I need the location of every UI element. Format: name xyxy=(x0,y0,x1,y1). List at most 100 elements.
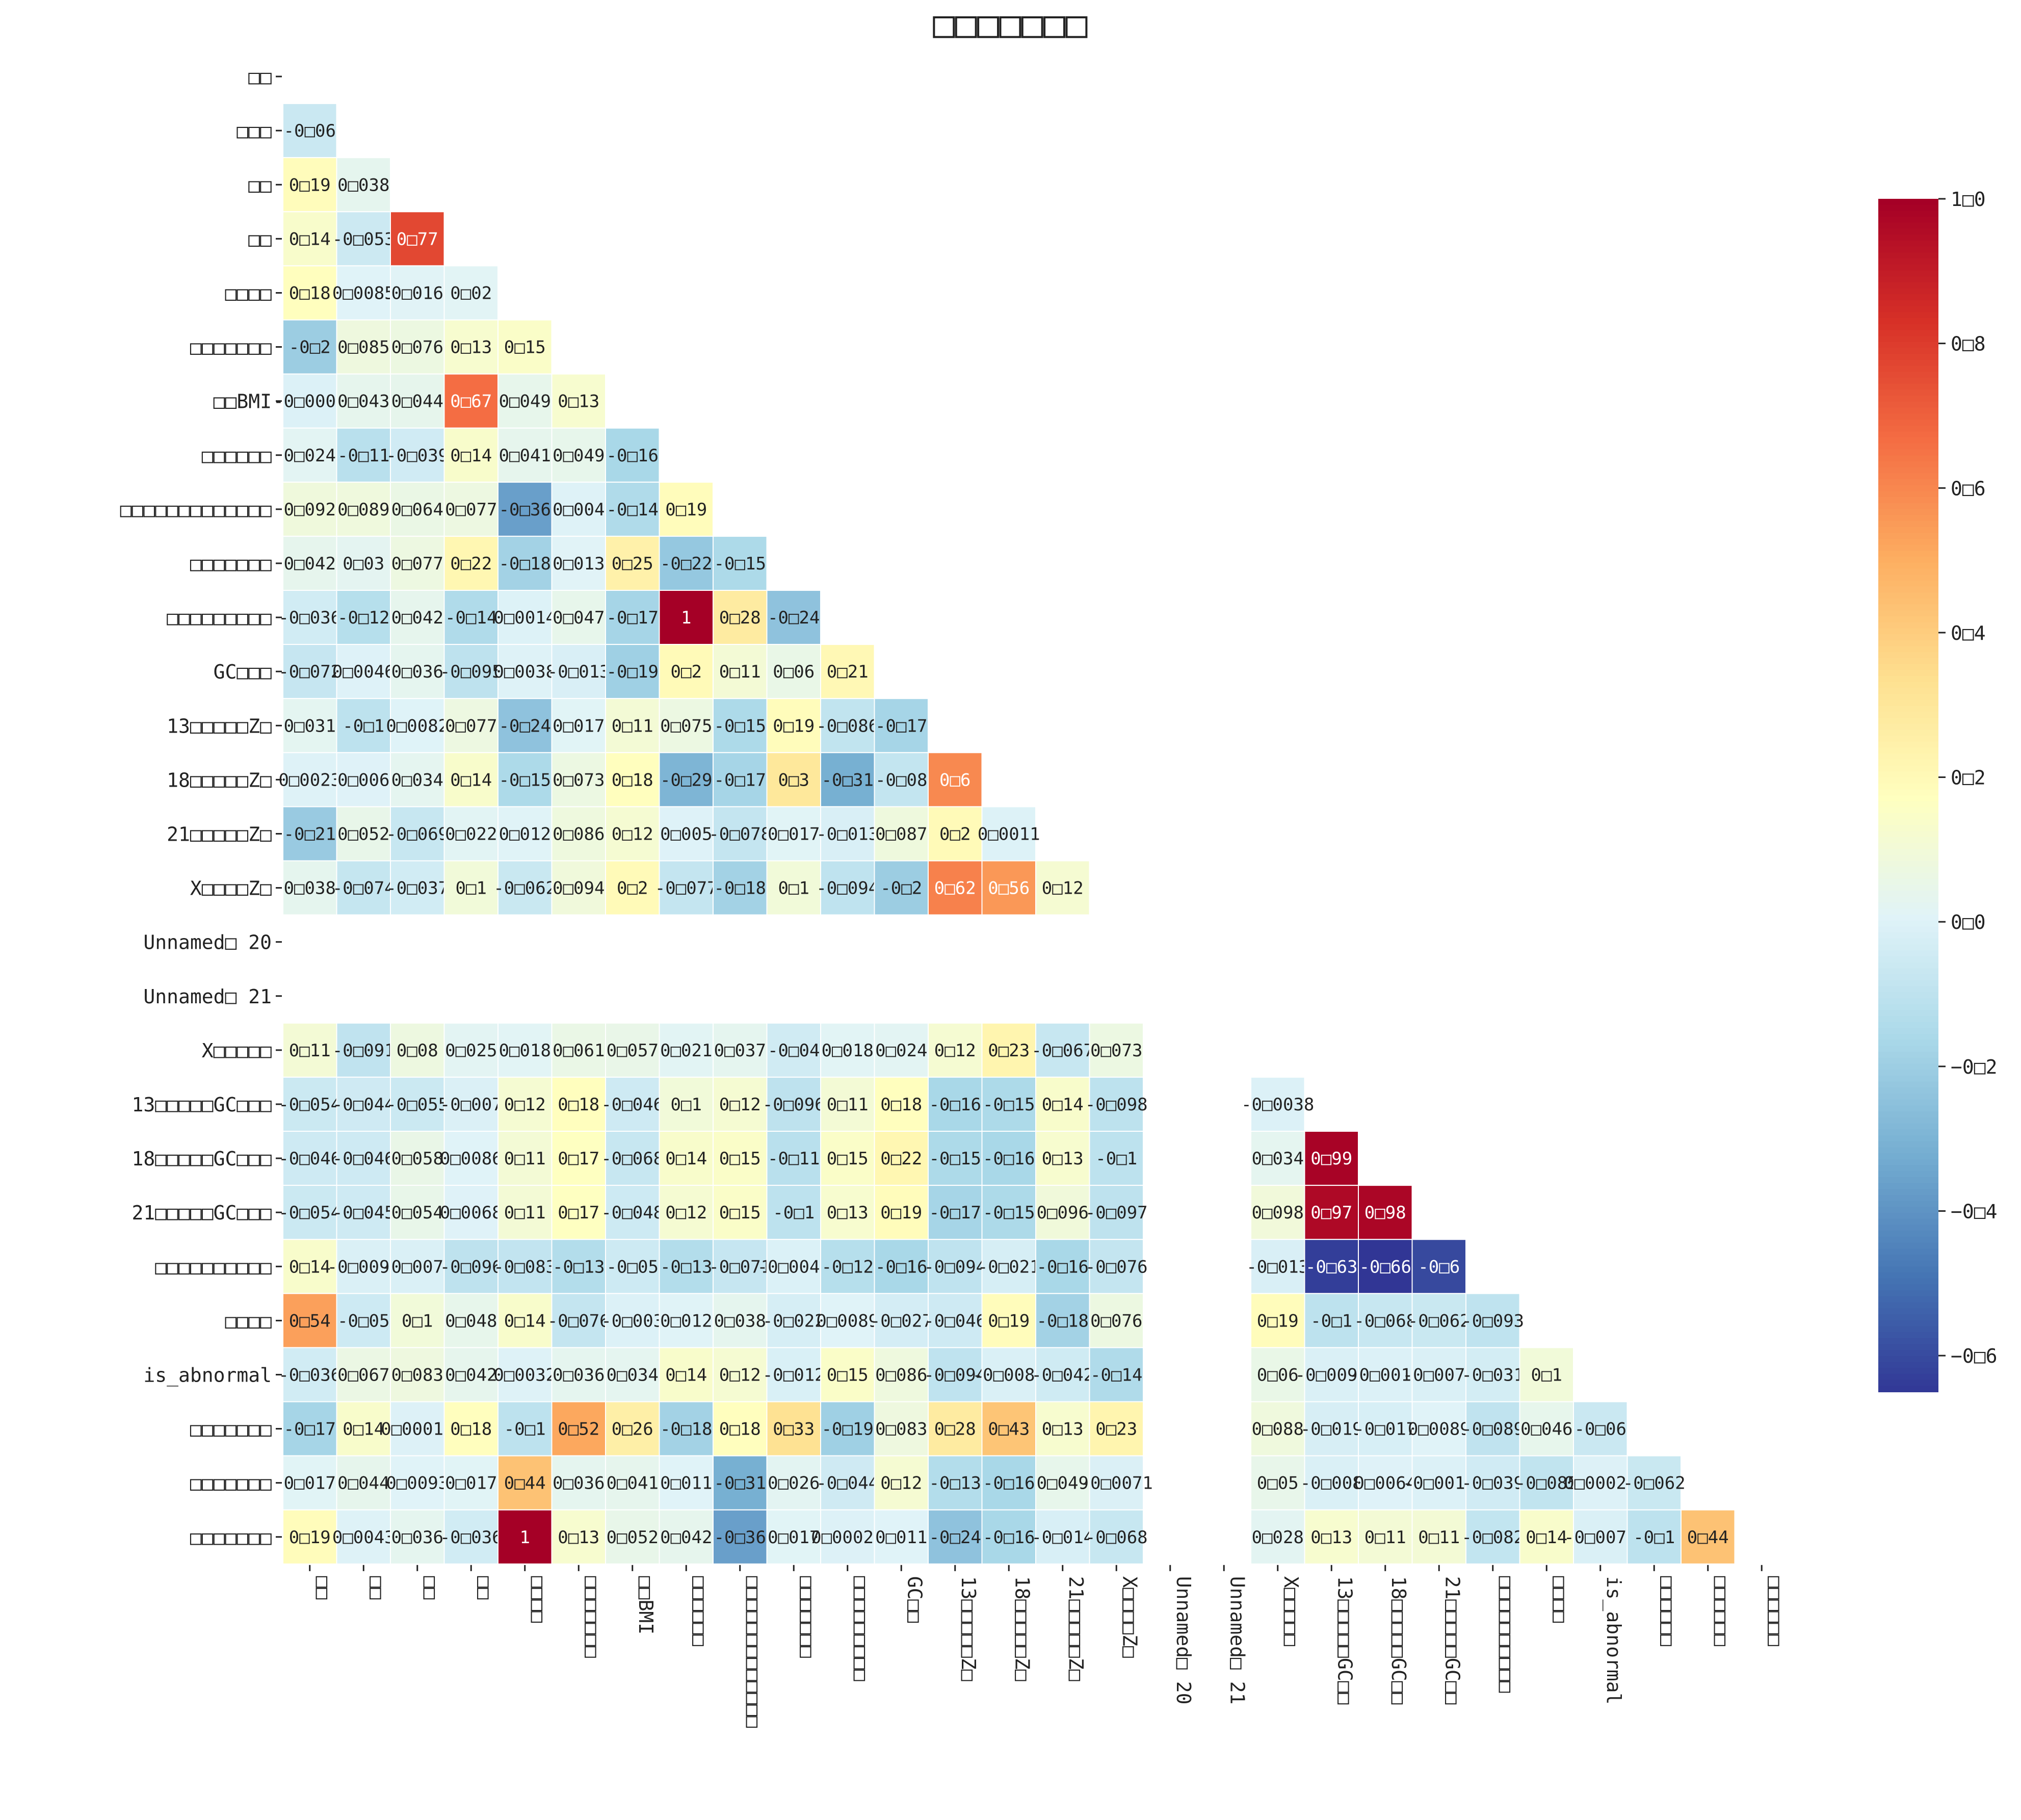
heatmap-cell xyxy=(1411,1293,1466,1348)
x-tick-label: □□ xyxy=(312,1576,334,1600)
cell-value-label: 0□13 xyxy=(1310,1527,1352,1548)
colorbar-segment xyxy=(1878,479,1938,486)
x-axis-labels: □□ □□ □□ □□ □□□□ □□□□□□□ □□BMI □□□□□□ □□□□□□□□□□… xyxy=(309,1565,1786,1728)
colorbar-tick-label: 0□8 xyxy=(1951,333,1986,355)
cell-value-label: 0□1 xyxy=(456,878,487,899)
heatmap-cell xyxy=(390,752,445,808)
cell-value-label: 0□088 xyxy=(1252,1419,1304,1440)
colorbar-segment xyxy=(1878,1070,1938,1076)
x-tick-label: □□□□□□□ xyxy=(796,1576,818,1658)
cell-value-label: -0□069 xyxy=(386,824,449,844)
heatmap-cell xyxy=(551,1347,606,1402)
cell-value-label: -0□044 xyxy=(332,1095,395,1115)
cell-value-label: 0□11 xyxy=(1364,1527,1406,1548)
heatmap-cell xyxy=(443,373,498,429)
heatmap-cell xyxy=(1250,1347,1305,1402)
cell-value-label: -0□074 xyxy=(332,878,395,899)
heatmap-cell xyxy=(336,860,391,916)
heatmap-cell xyxy=(390,1022,445,1078)
colorbar-segment xyxy=(1878,1356,1938,1363)
colorbar-segment xyxy=(1878,485,1938,492)
colorbar-segment xyxy=(1878,348,1938,355)
colorbar-segment xyxy=(1878,1201,1938,1208)
cell-value-label: 0□11 xyxy=(1418,1527,1460,1548)
heatmap-cell xyxy=(336,427,391,483)
cell-value-label: -0□013 xyxy=(816,824,879,844)
cell-value-label: 0□083 xyxy=(875,1419,927,1440)
cell-value-label: 0□036 xyxy=(553,1473,605,1494)
colorbar-segment xyxy=(1878,753,1938,760)
cell-value-label: 0□19 xyxy=(665,500,707,520)
colorbar-segment xyxy=(1878,616,1938,623)
cell-value-label: 0□037 xyxy=(714,1041,766,1061)
cell-value-label: -0□042 xyxy=(1031,1365,1094,1385)
heatmap-cell xyxy=(1519,1401,1574,1457)
heatmap-cell xyxy=(713,698,768,753)
cell-value-label: -0□076 xyxy=(1085,1257,1148,1277)
colorbar-segment xyxy=(1878,419,1938,426)
colorbar-segment xyxy=(1878,730,1938,736)
cell-value-label: -0□062 xyxy=(493,878,556,899)
colorbar-segment xyxy=(1878,974,1938,981)
heatmap-cell xyxy=(282,1239,337,1294)
cell-value-label: 0□017 xyxy=(445,1473,497,1494)
cell-value-label: -0□21 xyxy=(284,824,336,844)
cell-value-label: 0□00028 xyxy=(1564,1473,1637,1494)
cell-value-label: -0□36 xyxy=(714,1527,766,1548)
cell-value-label: 0□6 xyxy=(939,770,970,790)
cell-value-label: -0□0046 xyxy=(757,1257,830,1277)
colorbar-segment xyxy=(1878,396,1938,402)
cell-value-label: 0□11 xyxy=(827,1095,869,1115)
cell-value-label: 0□62 xyxy=(934,878,976,899)
x-tick-label: □□□□□□ xyxy=(1710,1576,1733,1646)
cell-value-label: -0□0038 xyxy=(1241,1095,1314,1115)
heatmap-cell xyxy=(551,1509,606,1565)
cell-value-label: -0□013 xyxy=(1246,1257,1309,1277)
cell-value-label: -0□05 xyxy=(337,1311,389,1331)
cell-value-label: -0□14 xyxy=(445,608,497,628)
heatmap-cell xyxy=(928,1455,983,1511)
cell-value-label: -0□022 xyxy=(763,1311,825,1331)
cell-value-label: -0□6 xyxy=(1418,1257,1460,1277)
cell-value-label: 0□0023 xyxy=(278,770,341,790)
heatmap-cell xyxy=(605,1239,660,1294)
heatmap-cell xyxy=(1250,1293,1305,1348)
cell-value-label: 0□064 xyxy=(391,500,443,520)
colorbar-segment xyxy=(1878,1260,1938,1267)
x-tick-label: Unnamed□ 21 xyxy=(1226,1576,1248,1705)
colorbar-segment xyxy=(1878,276,1938,283)
heatmap-cell xyxy=(766,1076,821,1132)
heatmap-cell xyxy=(1573,1455,1628,1511)
colorbar-segment xyxy=(1878,1052,1938,1058)
heatmap-cell xyxy=(336,1509,391,1565)
cell-value-label: 0□075 xyxy=(660,716,712,736)
cell-value-label: -0□0009 xyxy=(273,392,346,412)
heatmap-cell xyxy=(1465,1455,1520,1511)
colorbar-segment xyxy=(1878,622,1938,629)
heatmap-cell xyxy=(497,1293,553,1348)
colorbar-segment xyxy=(1878,503,1938,510)
cell-value-label: 0□13 xyxy=(558,392,599,412)
colorbar-segment xyxy=(1878,682,1938,689)
colorbar-segment xyxy=(1878,1022,1938,1029)
colorbar-segment xyxy=(1878,634,1938,641)
cell-value-label: -0□031 xyxy=(1461,1365,1524,1385)
colorbar-segment xyxy=(1878,885,1938,892)
colorbar-segment xyxy=(1878,688,1938,695)
colorbar-segment xyxy=(1878,330,1938,337)
heatmap-cell xyxy=(497,590,553,645)
y-tick-label: X□□□□Z□ xyxy=(190,877,272,900)
heatmap-cell xyxy=(659,1401,714,1457)
heatmap-cell xyxy=(605,1509,660,1565)
colorbar-segment xyxy=(1878,1296,1938,1303)
heatmap-cell xyxy=(497,373,553,429)
cell-value-label: -0□16 xyxy=(983,1473,1035,1494)
cell-value-label: 0□036 xyxy=(553,1365,605,1385)
heatmap-cell xyxy=(820,698,875,753)
heatmap-cell xyxy=(1358,1455,1413,1511)
cell-value-label: 0□034 xyxy=(607,1365,659,1385)
heatmap-cell xyxy=(551,535,606,591)
colorbar-segment xyxy=(1878,777,1938,784)
